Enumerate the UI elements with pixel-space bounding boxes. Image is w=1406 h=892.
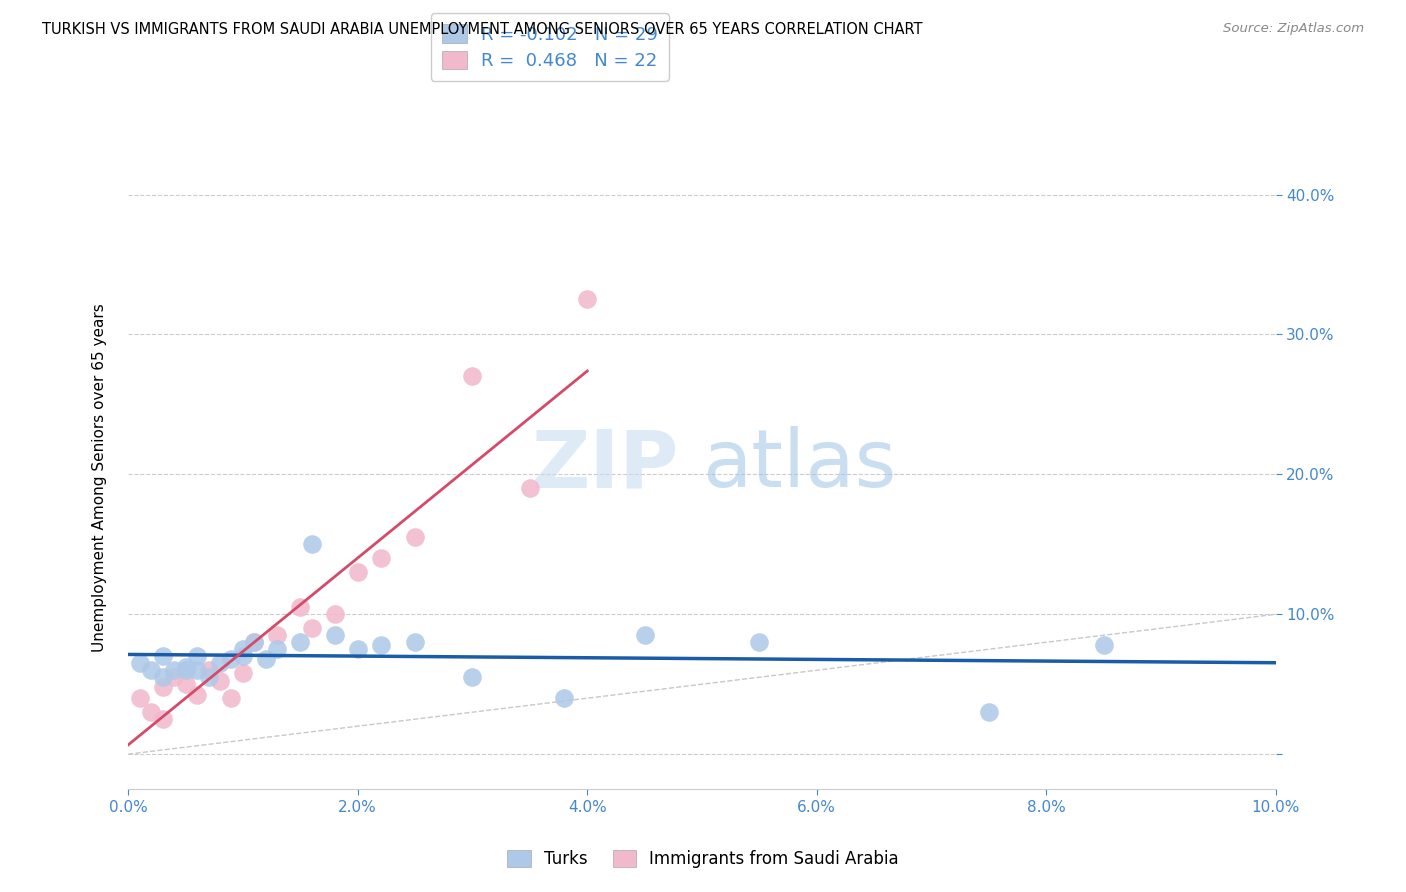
Point: [163, 670, 186, 684]
Point: [174, 663, 197, 677]
Point: [152, 680, 174, 694]
Point: [139, 705, 162, 719]
Point: [461, 670, 484, 684]
Point: [553, 691, 575, 706]
Point: [152, 649, 174, 664]
Point: [163, 663, 186, 677]
Point: [232, 649, 254, 664]
Point: [208, 657, 231, 671]
Point: [301, 537, 323, 551]
Point: [461, 369, 484, 384]
Point: [404, 530, 426, 544]
Point: [174, 677, 197, 691]
Point: [232, 642, 254, 657]
Point: [152, 670, 174, 684]
Point: [323, 607, 346, 622]
Point: [139, 663, 162, 677]
Text: Source: ZipAtlas.com: Source: ZipAtlas.com: [1223, 22, 1364, 36]
Point: [128, 691, 150, 706]
Point: [633, 628, 655, 642]
Point: [346, 642, 368, 657]
Point: [1092, 638, 1115, 652]
Point: [576, 293, 599, 307]
Point: [243, 635, 266, 649]
Point: [186, 689, 208, 703]
Legend: Turks, Immigrants from Saudi Arabia: Turks, Immigrants from Saudi Arabia: [501, 843, 905, 875]
Point: [290, 635, 312, 649]
Point: [748, 635, 770, 649]
Point: [266, 628, 288, 642]
Text: atlas: atlas: [702, 426, 897, 504]
Legend: R = -0.102   N = 29, R =  0.468   N = 22: R = -0.102 N = 29, R = 0.468 N = 22: [430, 13, 669, 81]
Point: [186, 663, 208, 677]
Point: [232, 666, 254, 681]
Point: [290, 600, 312, 615]
Point: [221, 652, 243, 666]
Text: ZIP: ZIP: [531, 426, 679, 504]
Point: [174, 660, 197, 674]
Y-axis label: Unemployment Among Seniors over 65 years: Unemployment Among Seniors over 65 years: [93, 303, 107, 652]
Point: [186, 649, 208, 664]
Point: [519, 481, 541, 495]
Point: [301, 621, 323, 635]
Point: [370, 551, 392, 566]
Point: [346, 566, 368, 580]
Point: [404, 635, 426, 649]
Point: [254, 652, 277, 666]
Point: [208, 674, 231, 689]
Point: [266, 642, 288, 657]
Point: [243, 635, 266, 649]
Point: [197, 663, 219, 677]
Point: [323, 628, 346, 642]
Point: [370, 638, 392, 652]
Point: [221, 691, 243, 706]
Point: [197, 670, 219, 684]
Text: TURKISH VS IMMIGRANTS FROM SAUDI ARABIA UNEMPLOYMENT AMONG SENIORS OVER 65 YEARS: TURKISH VS IMMIGRANTS FROM SAUDI ARABIA …: [42, 22, 922, 37]
Point: [977, 705, 1000, 719]
Point: [128, 657, 150, 671]
Point: [152, 712, 174, 726]
